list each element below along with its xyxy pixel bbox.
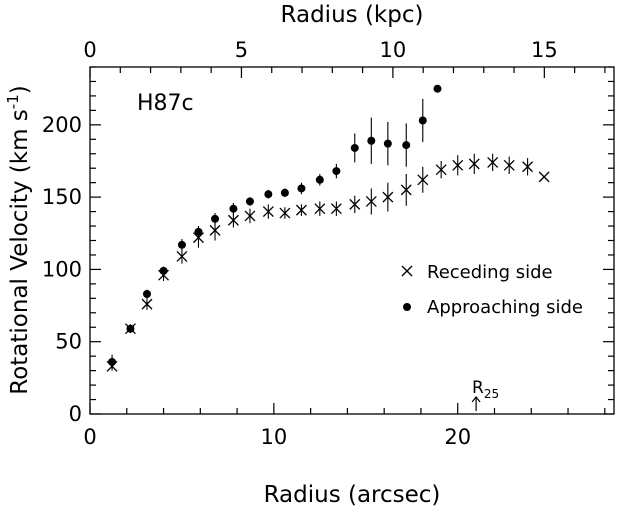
receding-point [365, 196, 377, 207]
approaching-point [229, 204, 238, 213]
approaching-point [418, 116, 427, 125]
receding-point [330, 203, 342, 215]
x2-tick-label: 5 [235, 38, 248, 62]
receding-point [193, 232, 204, 244]
x-tick-label: 10 [260, 425, 287, 449]
approaching-point [332, 167, 341, 176]
approaching-point [315, 175, 324, 184]
approaching-point [245, 197, 254, 206]
legend-approaching-marker [403, 303, 411, 311]
approaching-point [159, 266, 168, 275]
approaching-point [177, 240, 186, 249]
approaching-point [350, 143, 359, 152]
y-axis-title-end: ) [7, 85, 33, 94]
y-tick-label: 100 [42, 257, 82, 281]
receding-point [503, 159, 515, 171]
legend: Receding side Approaching side [401, 262, 583, 318]
receding-point [382, 191, 394, 203]
r25-letter: R [472, 378, 484, 398]
receding-point [244, 210, 256, 222]
receding-point [452, 159, 464, 171]
approaching-point [280, 188, 289, 197]
receding-point [538, 171, 550, 183]
legend-receding-label: Receding side [427, 262, 553, 283]
receding-point [227, 214, 239, 226]
x2-tick-label: 0 [83, 38, 96, 62]
approaching-point [108, 357, 117, 366]
y-axis-title: Rotational Velocity (km s-1) [4, 85, 33, 394]
error-bars [111, 98, 529, 371]
plot-frame [89, 66, 615, 415]
x2-tick-label: 10 [380, 38, 407, 62]
legend-approaching-label: Approaching side [427, 297, 583, 318]
receding-point [522, 161, 534, 173]
panel-label: H87c [137, 91, 194, 116]
receding-point [400, 184, 412, 196]
x-tick-label: 20 [444, 425, 471, 449]
y-tick-label: 0 [69, 402, 82, 426]
approaching-point [383, 139, 392, 148]
x-tick-label: 0 [83, 425, 96, 449]
x-axis-title: Radius (arcsec) [264, 482, 441, 508]
approaching-point [297, 184, 306, 193]
receding-point [417, 174, 429, 186]
y-axis-title-sup: -1 [4, 94, 22, 109]
receding-point [209, 224, 221, 236]
approaching-point [194, 227, 203, 236]
approaching-point [433, 84, 442, 93]
receding-point [279, 207, 291, 219]
receding-point [349, 198, 361, 210]
r25-annotation: R25 [471, 378, 499, 411]
data-points [106, 84, 550, 372]
y-tick-label: 50 [55, 330, 82, 354]
receding-point [435, 164, 447, 176]
r25-arrow-head [471, 396, 481, 403]
receding-point [314, 203, 326, 215]
approaching-point [142, 289, 151, 298]
approaching-point [211, 214, 220, 223]
approaching-point [126, 324, 135, 333]
r25-subscript: 25 [484, 387, 499, 401]
y-tick-label: 200 [42, 113, 82, 137]
approaching-point [367, 136, 376, 145]
receding-point [262, 206, 274, 218]
receding-point [487, 156, 499, 168]
y-tick-label: 150 [42, 185, 82, 209]
y-axis-title-main: Rotational Velocity (km s [7, 109, 33, 395]
r25-label: R25 [472, 378, 499, 401]
receding-point [468, 158, 480, 170]
legend-receding-marker [401, 265, 413, 277]
x2-axis-title: Radius (kpc) [281, 2, 424, 28]
plot-frame-layer [89, 66, 615, 415]
x2-tick-label: 15 [531, 38, 558, 62]
receding-point [295, 204, 307, 216]
axis-ticks [89, 66, 614, 415]
approaching-point [402, 141, 411, 150]
receding-point [141, 298, 153, 310]
approaching-point [264, 190, 273, 199]
receding-point [176, 250, 188, 262]
